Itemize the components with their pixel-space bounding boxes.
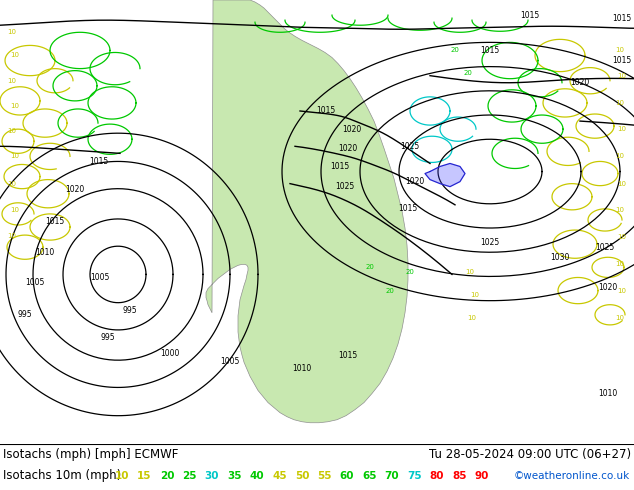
Text: 65: 65: [362, 471, 377, 481]
Text: 10: 10: [11, 153, 20, 159]
Text: 1005: 1005: [90, 273, 110, 282]
Text: 1015: 1015: [398, 204, 418, 213]
Text: 995: 995: [18, 310, 32, 319]
Text: 1020: 1020: [339, 144, 358, 153]
Text: 1020: 1020: [342, 124, 361, 134]
Text: 10: 10: [616, 48, 624, 53]
Text: 10: 10: [8, 128, 16, 134]
Text: 1010: 1010: [292, 364, 312, 373]
Text: 10: 10: [618, 73, 626, 79]
Text: 1015: 1015: [612, 56, 631, 65]
Text: 10: 10: [618, 181, 626, 187]
Text: 55: 55: [317, 471, 332, 481]
Text: 1020: 1020: [598, 283, 618, 292]
Polygon shape: [206, 0, 408, 423]
Text: 75: 75: [407, 471, 422, 481]
Text: 1010: 1010: [36, 248, 55, 257]
Text: 10: 10: [8, 78, 16, 84]
Text: 10: 10: [465, 270, 474, 275]
Text: 40: 40: [250, 471, 264, 481]
Text: 1025: 1025: [595, 243, 614, 252]
Text: 20: 20: [366, 265, 375, 270]
Text: 10: 10: [11, 207, 20, 213]
Text: 50: 50: [295, 471, 309, 481]
Text: 20: 20: [451, 48, 460, 53]
Text: 1015: 1015: [612, 14, 631, 23]
Text: 1015: 1015: [46, 218, 65, 226]
Text: 10: 10: [467, 315, 477, 321]
Text: 1020: 1020: [65, 185, 84, 194]
Text: 20: 20: [160, 471, 174, 481]
Text: 85: 85: [452, 471, 467, 481]
Text: 30: 30: [205, 471, 219, 481]
Text: 995: 995: [123, 306, 138, 315]
Text: 1015: 1015: [481, 46, 500, 55]
Text: 1025: 1025: [335, 182, 354, 191]
Text: 10: 10: [115, 471, 129, 481]
Text: 10: 10: [616, 100, 624, 106]
Text: 1000: 1000: [160, 348, 179, 358]
Text: ©weatheronline.co.uk: ©weatheronline.co.uk: [514, 471, 630, 481]
Text: 1015: 1015: [330, 162, 349, 171]
Text: 1005: 1005: [25, 278, 44, 287]
Text: 1015: 1015: [89, 157, 108, 166]
Text: 10: 10: [618, 126, 626, 132]
Text: Tu 28-05-2024 09:00 UTC (06+27): Tu 28-05-2024 09:00 UTC (06+27): [429, 448, 631, 462]
Text: Isotachs 10m (mph): Isotachs 10m (mph): [3, 469, 121, 483]
Text: 20: 20: [406, 270, 415, 275]
Text: 10: 10: [8, 29, 16, 35]
Text: 1020: 1020: [405, 177, 425, 186]
Text: 10: 10: [616, 315, 624, 321]
Text: 10: 10: [618, 288, 626, 294]
Text: 1020: 1020: [571, 78, 590, 87]
Text: 1025: 1025: [481, 238, 500, 246]
Text: 1010: 1010: [598, 389, 618, 398]
Text: 1015: 1015: [339, 351, 358, 360]
Text: 995: 995: [101, 334, 115, 343]
Text: 60: 60: [340, 471, 354, 481]
Text: 25: 25: [182, 471, 197, 481]
Polygon shape: [425, 164, 465, 187]
Text: 10: 10: [616, 153, 624, 159]
Text: 10: 10: [618, 234, 626, 240]
Text: 1025: 1025: [401, 142, 420, 151]
Text: 35: 35: [227, 471, 242, 481]
Text: 1015: 1015: [316, 106, 335, 116]
Text: 45: 45: [272, 471, 287, 481]
Text: 1005: 1005: [220, 357, 240, 366]
Text: 20: 20: [385, 288, 394, 294]
Text: 10: 10: [8, 181, 16, 187]
Text: 10: 10: [470, 292, 479, 297]
Text: 1015: 1015: [521, 11, 540, 20]
Text: 10: 10: [616, 207, 624, 213]
Text: 10: 10: [616, 261, 624, 268]
Text: 90: 90: [475, 471, 489, 481]
Text: 15: 15: [137, 471, 152, 481]
Text: Isotachs (mph) [mph] ECMWF: Isotachs (mph) [mph] ECMWF: [3, 448, 178, 462]
Text: 80: 80: [430, 471, 444, 481]
Text: 10: 10: [11, 103, 20, 109]
Text: 10: 10: [11, 52, 20, 58]
Text: 10: 10: [8, 233, 16, 239]
Text: 70: 70: [385, 471, 399, 481]
Text: 1030: 1030: [550, 253, 570, 262]
Text: 20: 20: [463, 70, 472, 75]
